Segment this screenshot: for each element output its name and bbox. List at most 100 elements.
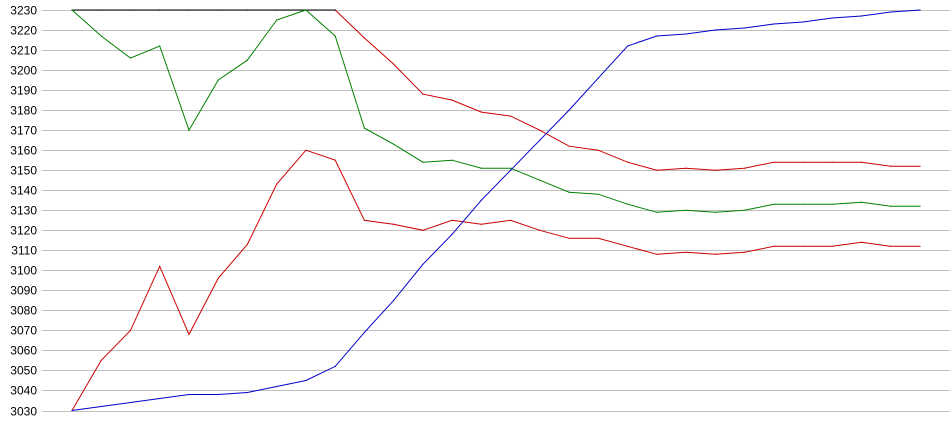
y-tick-label: 3120 — [10, 224, 37, 238]
data-point-blue — [919, 9, 921, 11]
data-point-red-upper — [451, 99, 453, 101]
data-point-green — [860, 201, 863, 203]
data-point-red-upper — [714, 169, 716, 171]
data-point-green — [217, 79, 219, 81]
data-point-red-lower — [743, 251, 746, 253]
y-tick-label: 3210 — [10, 44, 37, 58]
data-point-green — [685, 209, 687, 211]
data-point-green — [100, 35, 102, 37]
data-point-blue — [539, 139, 541, 141]
data-point-blue — [860, 15, 863, 17]
data-point-red-upper — [539, 129, 541, 131]
data-point-red-lower — [159, 265, 161, 267]
y-tick-label: 3110 — [11, 244, 37, 258]
y-tick-label: 3050 — [10, 364, 37, 378]
data-point-green — [510, 167, 512, 169]
y-tick-label: 3140 — [10, 184, 37, 198]
data-point-green — [246, 59, 248, 61]
data-point-green — [451, 159, 453, 161]
data-point-green — [627, 203, 629, 205]
data-point-red-lower — [890, 245, 892, 247]
data-point-blue — [159, 397, 161, 400]
data-point-blue — [831, 17, 833, 19]
data-point-red-lower — [188, 333, 190, 335]
data-point-red-lower — [422, 229, 424, 231]
data-point-green — [305, 9, 307, 11]
data-point-red-lower — [100, 359, 102, 361]
data-point-black-top — [159, 9, 161, 11]
data-point-green — [334, 35, 336, 37]
data-point-blue — [510, 169, 512, 171]
data-point-blue — [393, 299, 395, 301]
data-point-green — [188, 129, 190, 131]
data-point-blue — [890, 11, 892, 13]
data-point-red-upper — [363, 37, 365, 39]
data-point-red-lower — [597, 237, 599, 239]
y-tick-label: 3180 — [10, 104, 37, 118]
data-point-blue — [276, 385, 278, 388]
data-point-red-lower — [217, 277, 219, 279]
data-point-red-upper — [422, 93, 424, 95]
y-axis-ticks: 3030 3040 3050 3060 3070 3080 3090 3100 3110 3120… — [10, 4, 37, 419]
data-point-red-lower — [773, 245, 775, 247]
data-point-green — [363, 127, 365, 129]
data-point-green — [539, 179, 541, 181]
series-blue — [71, 9, 921, 411]
data-point-red-upper — [773, 161, 775, 163]
data-point-black-top — [129, 9, 132, 11]
data-point-black-top — [276, 9, 278, 11]
series-green — [71, 9, 920, 213]
data-point-red-upper — [627, 161, 629, 163]
y-tick-label: 3060 — [10, 344, 37, 358]
data-point-red-upper — [890, 165, 892, 167]
y-tick-label: 3230 — [10, 4, 37, 18]
data-point-blue — [627, 45, 629, 47]
y-tick-label: 3130 — [10, 204, 37, 218]
data-point-red-upper — [743, 167, 746, 169]
y-tick-label: 3040 — [10, 384, 37, 398]
data-point-green — [568, 191, 570, 193]
data-point-green — [773, 203, 775, 205]
data-point-blue — [246, 391, 248, 394]
data-point-blue — [714, 29, 716, 31]
series-lines — [71, 9, 921, 412]
grid — [42, 10, 950, 412]
data-point-red-lower — [714, 253, 716, 255]
data-point-green — [831, 203, 833, 205]
data-point-green — [393, 143, 395, 145]
data-point-black-top — [246, 9, 248, 11]
data-point-green — [656, 211, 658, 213]
data-point-blue — [217, 393, 219, 396]
y-tick-label: 3100 — [10, 264, 37, 278]
y-tick-label: 3160 — [10, 144, 37, 158]
y-tick-label: 3170 — [10, 124, 37, 138]
data-point-blue — [363, 331, 365, 333]
data-point-blue — [773, 23, 775, 25]
data-point-green — [480, 167, 482, 169]
data-point-green — [802, 203, 804, 205]
data-point-blue — [568, 109, 570, 111]
data-point-blue — [188, 393, 190, 396]
data-point-red-upper — [685, 167, 687, 169]
data-point-blue — [422, 263, 424, 265]
y-tick-label: 3220 — [10, 24, 37, 38]
y-tick-label: 3090 — [10, 284, 37, 298]
data-point-green — [422, 161, 424, 163]
data-point-red-lower — [129, 329, 132, 331]
data-point-red-lower — [363, 219, 365, 221]
data-point-red-lower — [510, 219, 512, 221]
data-point-red-upper — [510, 115, 512, 117]
data-point-black-top — [100, 9, 102, 11]
series-red-lower — [71, 149, 920, 411]
data-point-red-upper — [831, 161, 833, 163]
data-point-red-upper — [568, 145, 570, 147]
y-tick-label: 3070 — [10, 324, 37, 338]
data-point-blue — [597, 77, 599, 79]
data-point-green — [597, 193, 599, 195]
data-point-red-upper — [802, 161, 804, 163]
y-tick-label: 3030 — [10, 405, 37, 419]
data-point-blue — [100, 405, 102, 408]
data-point-red-lower — [568, 237, 570, 239]
data-point-green — [71, 9, 73, 11]
